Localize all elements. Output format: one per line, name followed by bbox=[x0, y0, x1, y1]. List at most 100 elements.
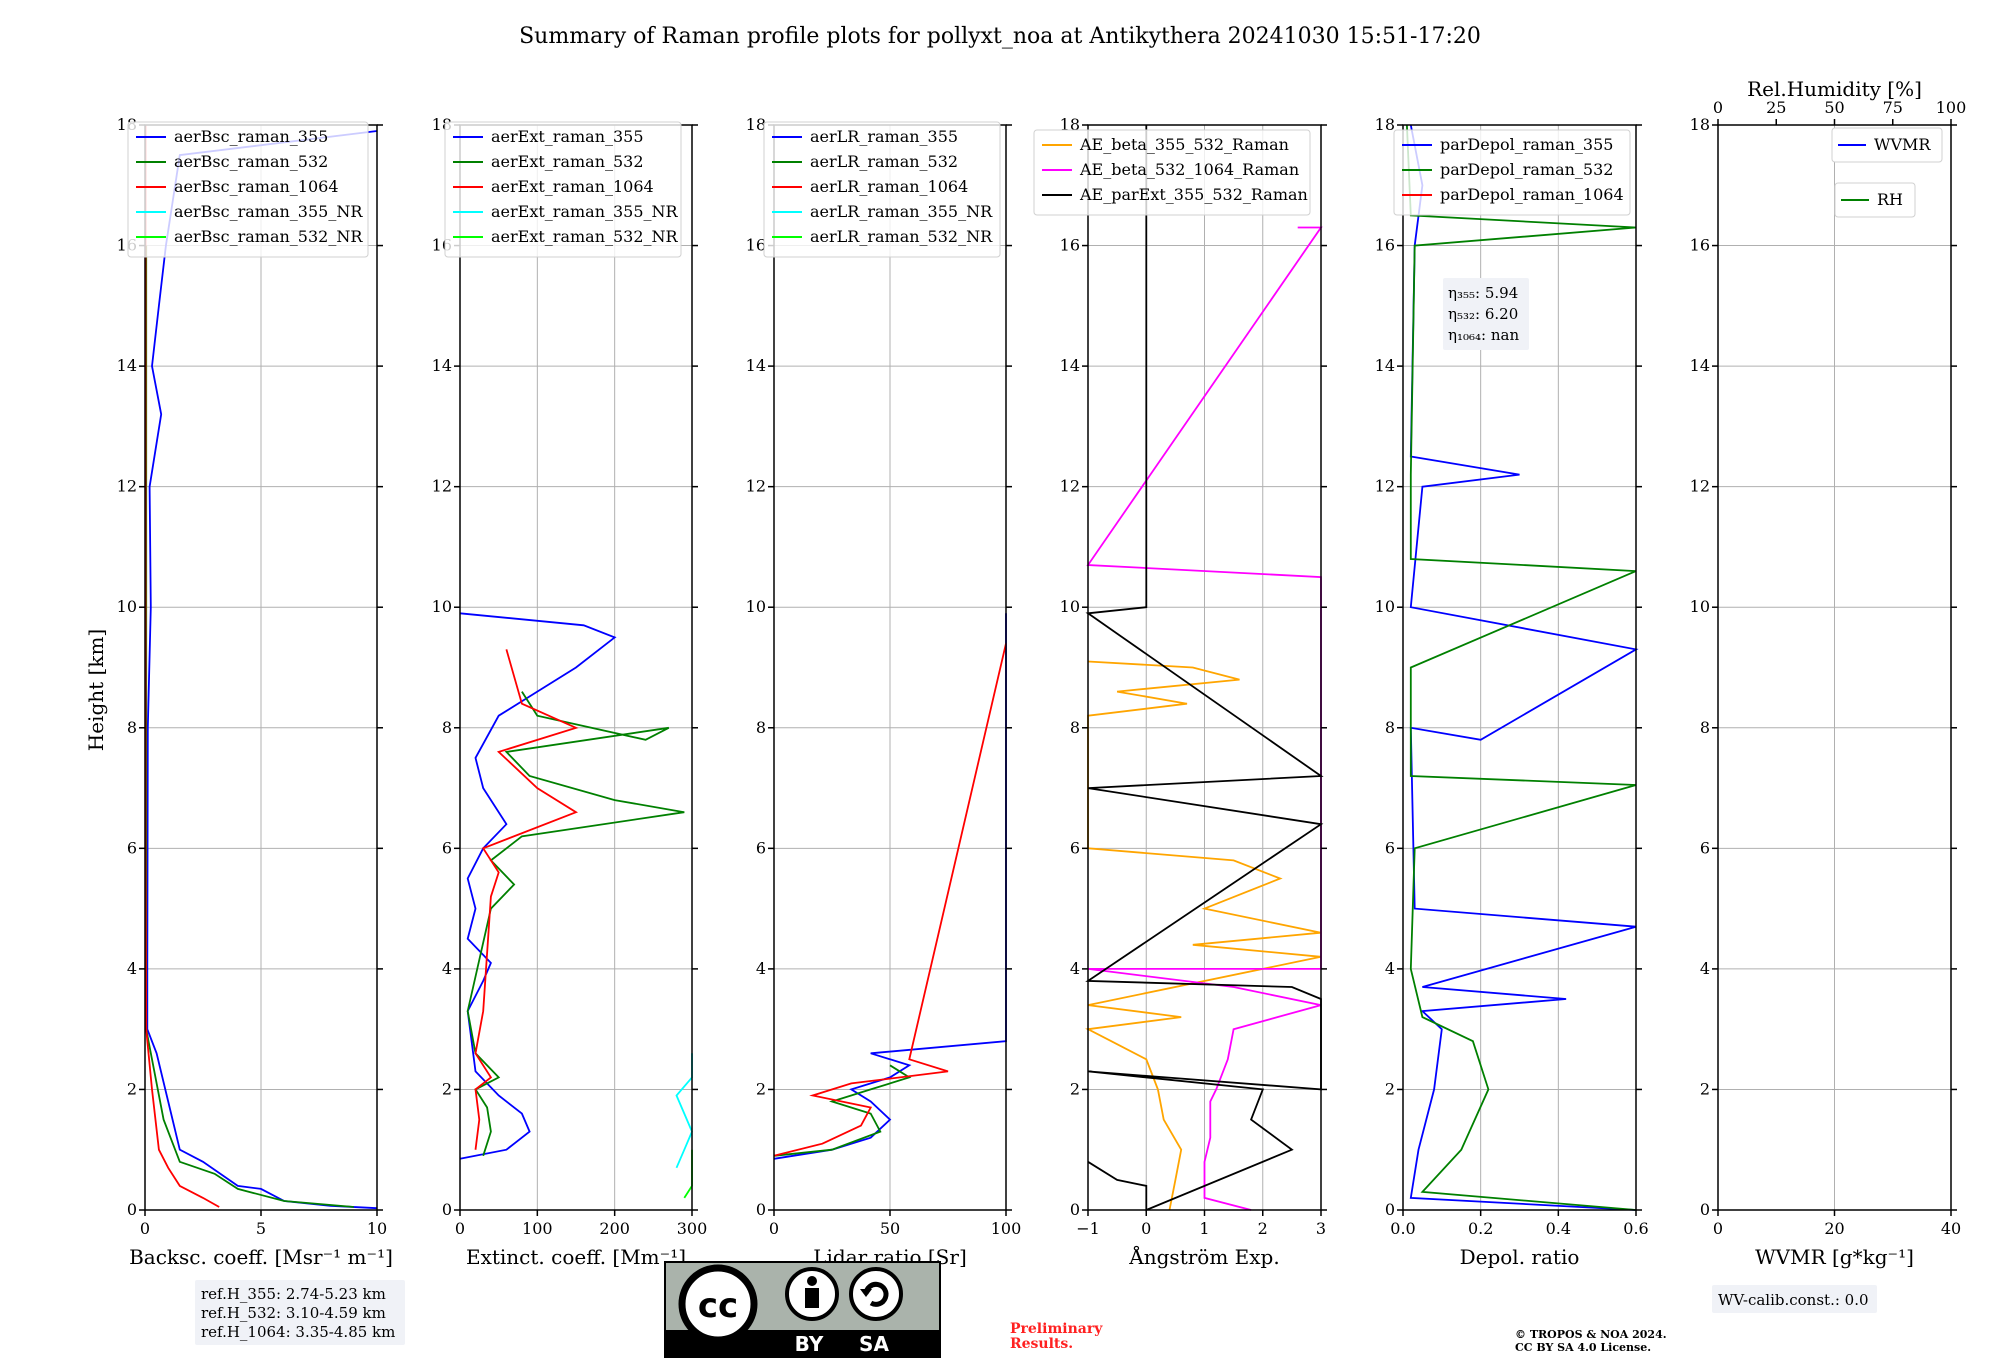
y-tick-label: 8 bbox=[1700, 718, 1710, 737]
legend-box bbox=[763, 121, 1001, 258]
series-line-aerLR_raman_1064 bbox=[773, 643, 1007, 1157]
x-tick-label: 100 bbox=[991, 1219, 1022, 1238]
y-tick-label: 18 bbox=[1375, 115, 1395, 134]
y-tick-label: 6 bbox=[127, 838, 137, 857]
y-tick-label: 10 bbox=[1690, 597, 1710, 616]
x-tick-label: 2 bbox=[1258, 1219, 1268, 1238]
series-line-AE_beta_355_532_Raman bbox=[1085, 660, 1322, 1211]
x-tick-label: 0.6 bbox=[1623, 1219, 1648, 1238]
ref-height-355: ref.H_355: 2.74-5.23 km bbox=[201, 1285, 386, 1303]
x-tick-label: 10 bbox=[367, 1219, 387, 1238]
x-tick-label: 0 bbox=[769, 1219, 779, 1238]
sa-share-icon bbox=[849, 1267, 903, 1321]
cc-license-badge: cc BY SA bbox=[664, 1261, 941, 1358]
y-tick-label: 18 bbox=[1060, 115, 1080, 134]
y-tick-label: 14 bbox=[1060, 356, 1080, 375]
series-line-aerBsc_raman_1064 bbox=[144, 125, 220, 1208]
x-tick-label: 0 bbox=[1141, 1219, 1151, 1238]
x-axis-label: Depol. ratio bbox=[1460, 1245, 1580, 1269]
series-line-aerLR_raman_532 bbox=[773, 1064, 912, 1157]
y-tick-label: 12 bbox=[432, 477, 452, 496]
ref-heights-box: ref.H_355: 2.74-5.23 km ref.H_532: 3.10-… bbox=[195, 1280, 405, 1345]
legend-entry: aerLR_raman_355_NR bbox=[810, 202, 993, 221]
legend-entry: aerBsc_raman_532_NR bbox=[174, 227, 363, 246]
series-line-parDepol_raman_532 bbox=[1406, 124, 1637, 1211]
top-axis-label: Rel.Humidity [%] bbox=[1747, 77, 1922, 101]
legend-entry: WVMR bbox=[1874, 135, 1931, 154]
x-axis-label: Ångström Exp. bbox=[1128, 1244, 1279, 1269]
x-tick-label: 50 bbox=[880, 1219, 900, 1238]
y-tick-label: 6 bbox=[1385, 838, 1395, 857]
legend-entry: aerLR_raman_355 bbox=[810, 127, 958, 146]
legend-entry: AE_beta_532_1064_Raman bbox=[1079, 160, 1299, 179]
x-tick-label: 20 bbox=[1824, 1219, 1844, 1238]
y-tick-label: 4 bbox=[1385, 959, 1395, 978]
ref-height-1064: ref.H_1064: 3.35-4.85 km bbox=[201, 1323, 395, 1341]
x-tick-label: −1 bbox=[1076, 1219, 1100, 1238]
y-tick-label: 6 bbox=[1700, 838, 1710, 857]
y-tick-label: 14 bbox=[746, 356, 766, 375]
legend-entry: aerExt_raman_532 bbox=[491, 152, 644, 171]
legend-entry: aerLR_raman_532_NR bbox=[810, 227, 993, 246]
by-label: BY bbox=[795, 1332, 824, 1356]
x-axis-label: Extinct. coeff. [Mm⁻¹] bbox=[466, 1245, 686, 1269]
legend-entry: aerLR_raman_1064 bbox=[810, 177, 968, 196]
x-tick-label: 0 bbox=[1713, 1219, 1723, 1238]
series-line-aerLR_raman_355 bbox=[773, 613, 1007, 1160]
y-tick-label: 14 bbox=[432, 356, 452, 375]
eta-annotation-line: η₅₃₂: 6.20 bbox=[1448, 305, 1518, 323]
y-tick-label: 0 bbox=[442, 1200, 452, 1219]
y-tick-label: 2 bbox=[1385, 1079, 1395, 1098]
legend-box bbox=[127, 121, 369, 258]
y-tick-label: 8 bbox=[1070, 718, 1080, 737]
y-tick-label: 10 bbox=[1375, 597, 1395, 616]
y-tick-label: 12 bbox=[117, 477, 137, 496]
legend-entry: aerExt_raman_1064 bbox=[491, 177, 654, 196]
series-line-aerExt_raman_532 bbox=[466, 691, 685, 1157]
wv-calib-box: WV-calib.const.: 0.0 bbox=[1712, 1285, 1877, 1313]
x-tick-label: 40 bbox=[1941, 1219, 1961, 1238]
legend-entry: aerBsc_raman_532 bbox=[174, 152, 328, 171]
y-tick-label: 14 bbox=[1690, 356, 1710, 375]
y-tick-label: 2 bbox=[442, 1079, 452, 1098]
legend-box bbox=[1033, 129, 1311, 216]
x-tick-label: 100 bbox=[522, 1219, 553, 1238]
y-tick-label: 16 bbox=[746, 236, 766, 255]
y-tick-label: 4 bbox=[442, 959, 452, 978]
y-tick-label: 16 bbox=[1060, 236, 1080, 255]
series-line-aerExt_raman_532_NR bbox=[683, 1149, 693, 1199]
y-tick-label: 10 bbox=[746, 597, 766, 616]
ref-height-532: ref.H_532: 3.10-4.59 km bbox=[201, 1304, 386, 1322]
y-tick-label: 14 bbox=[117, 356, 137, 375]
y-tick-label: 16 bbox=[1690, 236, 1710, 255]
x-axis-label: WVMR [g*kg⁻¹] bbox=[1755, 1245, 1914, 1269]
top-tick-label: 75 bbox=[1883, 98, 1903, 117]
y-tick-label: 8 bbox=[442, 718, 452, 737]
y-tick-label: 6 bbox=[1070, 838, 1080, 857]
legend-entry: aerExt_raman_355 bbox=[491, 127, 644, 146]
y-tick-label: 0 bbox=[1385, 1200, 1395, 1219]
legend-entry: parDepol_raman_355 bbox=[1440, 135, 1613, 154]
y-tick-label: 16 bbox=[1375, 236, 1395, 255]
sa-label: SA bbox=[859, 1332, 889, 1356]
preliminary-line-2: Results. bbox=[1010, 1336, 1073, 1352]
y-tick-label: 18 bbox=[746, 115, 766, 134]
y-tick-label: 8 bbox=[756, 718, 766, 737]
y-tick-label: 14 bbox=[1375, 356, 1395, 375]
copyright-line-1: © TROPOS & NOA 2024. bbox=[1515, 1328, 1667, 1341]
legend-entry: aerBsc_raman_1064 bbox=[174, 177, 339, 196]
series-line-aerBsc_raman_355 bbox=[146, 130, 378, 1210]
copyright-line-2: CC BY SA 4.0 License. bbox=[1515, 1341, 1651, 1354]
series-line-parDepol_raman_355 bbox=[1409, 124, 1639, 1211]
x-tick-label: 5 bbox=[256, 1219, 266, 1238]
y-tick-label: 6 bbox=[442, 838, 452, 857]
top-tick-label: 0 bbox=[1713, 98, 1723, 117]
y-tick-label: 2 bbox=[127, 1079, 137, 1098]
y-tick-label: 10 bbox=[432, 597, 452, 616]
